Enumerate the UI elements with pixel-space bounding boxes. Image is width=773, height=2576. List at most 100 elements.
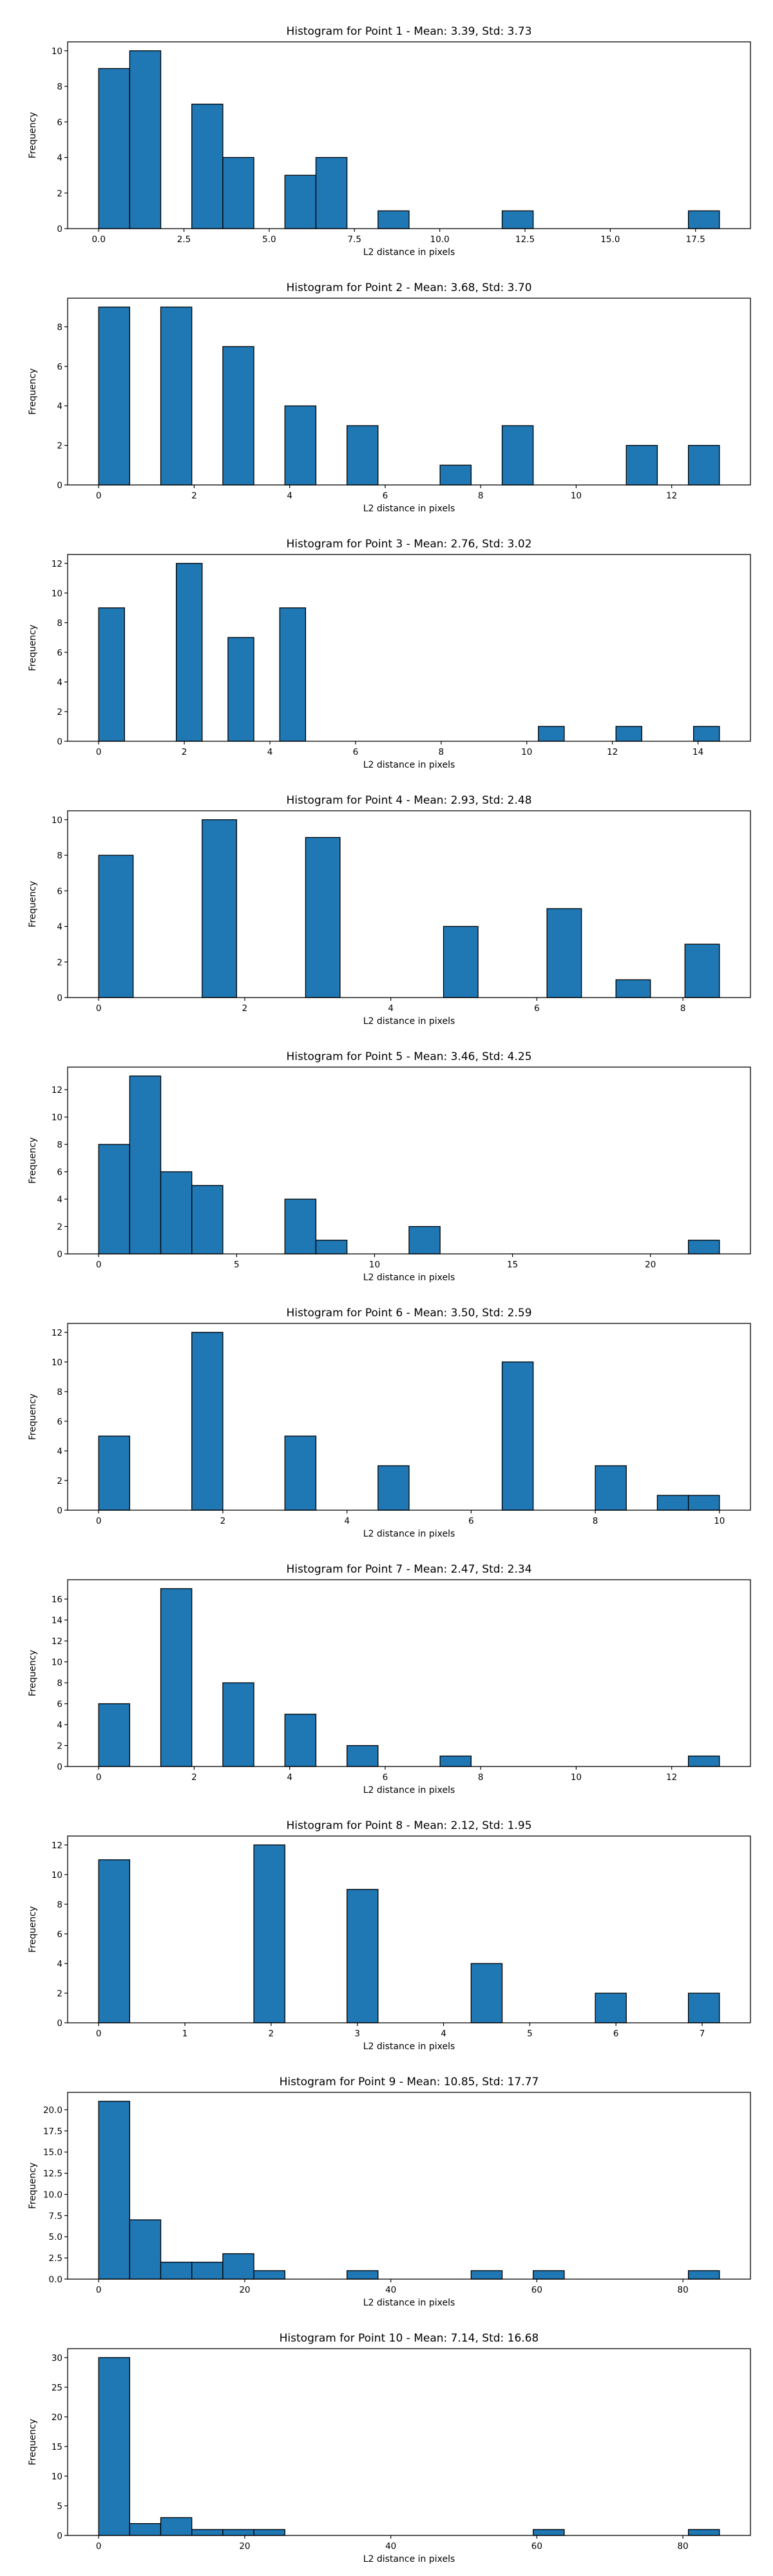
histogram-bar: [346, 425, 379, 486]
x-tick-label: 0: [96, 1003, 102, 1014]
axes-frame: [67, 2092, 751, 2280]
histogram-bar: [160, 307, 193, 486]
y-tick-label: 20: [52, 2412, 62, 2423]
y-tick-label: 5: [57, 2501, 62, 2512]
y-tick-label: 12: [52, 559, 62, 569]
y-tick-label: 2: [57, 1989, 62, 1999]
y-tick-label: 6: [57, 117, 62, 128]
x-tick-label: 0: [96, 491, 102, 501]
x-tick-label: 4: [267, 747, 273, 757]
histogram-bar: [377, 1465, 410, 1511]
histogram-bar: [501, 425, 534, 486]
histogram-bar: [191, 1185, 224, 1255]
x-tick-label: 5: [527, 2029, 533, 2039]
histogram-bar: [595, 1993, 627, 2023]
y-tick-label: 15: [52, 2442, 62, 2452]
x-tick-label: 20: [239, 2541, 250, 2552]
y-tick-label: 6: [57, 1417, 62, 1427]
x-tick-label: 0.0: [91, 234, 105, 245]
y-tick-label: 10: [52, 815, 62, 826]
x-tick-label: 6: [353, 747, 359, 757]
x-tick-label: 3: [354, 2029, 360, 2039]
y-tick-label: 10: [52, 589, 62, 599]
histogram-bar: [227, 637, 254, 742]
histogram-bar: [279, 607, 307, 742]
histogram-bar: [408, 1226, 441, 1255]
histogram-bar: [160, 2517, 193, 2536]
histogram-bar: [253, 2270, 285, 2280]
y-tick-label: 10.0: [43, 2190, 62, 2200]
x-tick-label: 80: [678, 2285, 689, 2295]
histogram-bar: [98, 607, 125, 742]
histogram-bar: [202, 819, 237, 998]
histogram-bar: [98, 2101, 131, 2280]
x-axis-label: L2 distance in pixels: [363, 1273, 455, 1283]
histogram-bar: [284, 405, 317, 486]
y-tick-label: 2: [57, 441, 62, 451]
y-tick-label: 12: [52, 1085, 62, 1095]
y-tick-label: 12: [52, 1636, 62, 1647]
y-tick-label: 0: [57, 2018, 62, 2029]
y-tick-label: 0: [57, 1762, 62, 1772]
histogram-bar: [625, 444, 658, 486]
x-tick-label: 12: [666, 491, 677, 501]
x-tick-label: 5.0: [262, 234, 276, 245]
x-tick-label: 0: [96, 2029, 102, 2039]
x-tick-label: 60: [531, 2541, 542, 2552]
y-tick-label: 2: [57, 1222, 62, 1233]
x-tick-label: 4: [287, 491, 292, 501]
x-tick-label: 0: [96, 1260, 102, 1270]
y-tick-label: 14: [52, 1616, 62, 1626]
histogram-bar: [284, 1435, 317, 1511]
y-tick-label: 6: [57, 1168, 62, 1178]
axes-frame: [67, 1323, 751, 1511]
histogram-bar: [687, 444, 720, 486]
y-axis-label: Frequency: [28, 1906, 38, 1953]
x-tick-label: 8: [593, 1516, 598, 1526]
histogram-bar: [129, 2523, 162, 2536]
histogram-bar: [439, 1756, 472, 1767]
y-tick-label: 16: [52, 1595, 62, 1605]
y-tick-label: 6: [57, 362, 62, 372]
x-tick-label: 4: [344, 1516, 350, 1526]
y-axis-label: Frequency: [28, 1137, 38, 1184]
x-tick-label: 80: [678, 2541, 689, 2552]
y-tick-label: 6: [57, 648, 62, 658]
chart-title: Histogram for Point 9 - Mean: 10.85, Std…: [280, 2076, 539, 2088]
axes-frame: [67, 1835, 751, 2023]
histogram-bar: [284, 1714, 317, 1767]
histogram-bar: [253, 1844, 285, 2023]
y-tick-label: 12: [52, 1841, 62, 1851]
x-axis-label: L2 distance in pixels: [363, 2298, 455, 2308]
histogram-bar: [222, 2253, 254, 2280]
y-tick-label: 4: [57, 677, 62, 688]
y-tick-label: 8: [57, 1678, 62, 1689]
y-tick-label: 4: [57, 922, 62, 933]
x-tick-label: 8: [478, 491, 484, 501]
y-tick-label: 10: [52, 46, 62, 57]
x-tick-label: 8: [478, 1772, 484, 1783]
y-axis-label: Frequency: [28, 1650, 38, 1696]
histogram-bar: [533, 2529, 565, 2536]
histogram-bar: [546, 908, 582, 998]
y-tick-label: 0: [57, 993, 62, 1003]
histogram-bar: [129, 50, 162, 229]
y-tick-label: 15.0: [43, 2148, 62, 2158]
histogram-bar: [315, 1240, 348, 1255]
y-tick-label: 12.5: [43, 2169, 62, 2179]
chart-title: Histogram for Point 5 - Mean: 3.46, Std:…: [286, 1050, 531, 1063]
y-tick-label: 2.5: [49, 2253, 62, 2264]
y-tick-label: 8: [57, 851, 62, 861]
x-tick-label: 2: [220, 1516, 226, 1526]
y-tick-label: 4: [57, 1195, 62, 1205]
x-tick-label: 2: [269, 2029, 274, 2039]
x-tick-label: 10: [521, 747, 532, 757]
chart-title: Histogram for Point 10 - Mean: 7.14, Std…: [280, 2332, 539, 2345]
histogram-bar: [443, 925, 479, 998]
histogram-bar: [687, 1756, 720, 1767]
y-tick-label: 8: [57, 82, 62, 92]
x-tick-label: 0: [96, 2285, 102, 2295]
histogram-bar: [175, 563, 203, 742]
histogram-bar: [346, 2270, 379, 2280]
x-tick-label: 10: [714, 1516, 725, 1526]
